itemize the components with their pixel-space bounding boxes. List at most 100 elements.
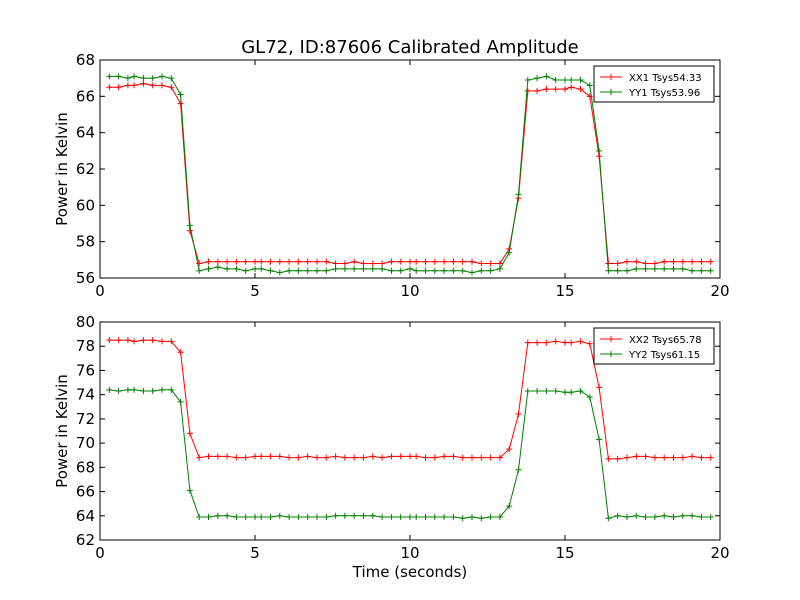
data-point-marker — [679, 512, 686, 519]
data-point-marker — [106, 386, 113, 393]
legend-label: XX2 Tsys65.78 — [629, 335, 702, 346]
data-point-marker — [689, 453, 696, 460]
data-point-marker — [407, 265, 413, 272]
x-tick-label: 0 — [95, 544, 105, 562]
data-point-marker — [552, 388, 559, 395]
data-point-marker — [267, 453, 274, 460]
data-point-marker — [651, 454, 658, 461]
data-point-marker — [131, 73, 138, 80]
data-point-marker — [115, 388, 122, 395]
data-point-marker — [605, 515, 612, 522]
data-point-marker — [431, 258, 438, 265]
data-point-marker — [233, 258, 240, 265]
data-point-marker — [586, 82, 593, 89]
data-point-marker — [233, 265, 240, 272]
data-point-marker — [562, 86, 568, 93]
data-point-marker — [413, 258, 420, 265]
data-point-marker — [624, 454, 630, 461]
data-point-marker — [543, 86, 550, 93]
data-point-marker — [450, 258, 457, 265]
data-point-marker — [267, 258, 274, 265]
data-point-marker — [431, 454, 438, 461]
data-point-marker — [224, 258, 231, 265]
data-point-marker — [478, 267, 485, 274]
data-point-marker — [707, 267, 714, 274]
figure-title: GL72, ID:87606 Calibrated Amplitude — [241, 37, 579, 58]
y-tick-label: 72 — [76, 410, 95, 428]
data-point-marker — [214, 512, 221, 519]
data-point-marker — [168, 386, 175, 393]
data-point-marker — [341, 512, 348, 519]
data-point-marker — [552, 76, 559, 83]
data-point-marker — [614, 512, 621, 519]
x-axis-label: Time (seconds) — [352, 563, 468, 581]
data-point-marker — [670, 265, 677, 272]
data-point-marker — [496, 260, 503, 267]
data-point-marker — [543, 73, 550, 80]
data-point-marker — [496, 454, 503, 461]
data-point-marker — [431, 513, 438, 520]
data-point-marker — [351, 265, 358, 272]
data-point-marker — [496, 513, 503, 520]
data-point-marker — [642, 513, 649, 520]
y-tick-label: 64 — [76, 507, 95, 525]
data-point-marker — [524, 339, 531, 346]
series-xx1 — [106, 80, 714, 267]
x-tick-label: 5 — [250, 544, 260, 562]
data-point-marker — [115, 73, 122, 80]
data-point-marker — [496, 265, 503, 272]
data-point-marker — [459, 258, 466, 265]
data-point-marker — [286, 454, 293, 461]
data-point-marker — [304, 267, 311, 274]
y-tick-label: 66 — [76, 483, 95, 501]
data-point-marker — [661, 454, 668, 461]
data-point-marker — [224, 265, 231, 272]
x-tick-label: 15 — [555, 282, 574, 300]
data-point-marker — [286, 513, 293, 520]
legend: XX2 Tsys65.78 YY2 Tsys61.15 — [593, 327, 715, 365]
data-point-marker — [304, 453, 311, 460]
data-point-marker — [552, 86, 559, 93]
series-line — [109, 83, 711, 265]
data-point-marker — [332, 512, 339, 519]
data-point-marker — [642, 265, 649, 272]
data-point-marker — [596, 147, 603, 154]
data-point-marker — [407, 513, 413, 520]
data-point-marker — [360, 512, 367, 519]
y-tick-label: 68 — [76, 458, 95, 476]
data-point-marker — [379, 265, 386, 272]
data-point-marker — [323, 454, 330, 461]
y-axis-label: Power in Kelvin — [53, 374, 71, 488]
data-point-marker — [131, 386, 138, 393]
data-point-marker — [413, 267, 420, 274]
data-point-marker — [543, 388, 550, 395]
data-point-marker — [698, 267, 705, 274]
data-point-marker — [388, 453, 395, 460]
data-point-marker — [286, 258, 293, 265]
data-point-marker — [351, 454, 358, 461]
data-point-marker — [258, 258, 265, 265]
data-point-marker — [149, 337, 156, 344]
y-tick-label: 58 — [76, 233, 95, 251]
y-tick-label: 80 — [76, 313, 95, 331]
legend-marker — [608, 336, 614, 342]
data-point-marker — [295, 454, 302, 461]
legend-label: YY1 Tsys53.96 — [628, 88, 700, 99]
data-point-marker — [651, 513, 658, 520]
data-point-marker — [106, 73, 113, 80]
data-point-marker — [304, 258, 311, 265]
legend-marker — [608, 89, 614, 95]
data-point-marker — [568, 339, 575, 346]
data-point-marker — [276, 512, 283, 519]
x-tick-label: 15 — [555, 544, 574, 562]
data-point-marker — [707, 258, 714, 265]
legend: XX1 Tsys54.33 YY1 Tsys53.96 — [593, 65, 715, 103]
data-point-marker — [159, 73, 165, 80]
data-point-marker — [124, 386, 131, 393]
data-point-marker — [397, 453, 404, 460]
data-point-marker — [431, 267, 438, 274]
data-point-marker — [233, 513, 240, 520]
data-point-marker — [469, 454, 475, 461]
data-point-marker — [543, 339, 550, 346]
data-point-marker — [661, 258, 668, 265]
